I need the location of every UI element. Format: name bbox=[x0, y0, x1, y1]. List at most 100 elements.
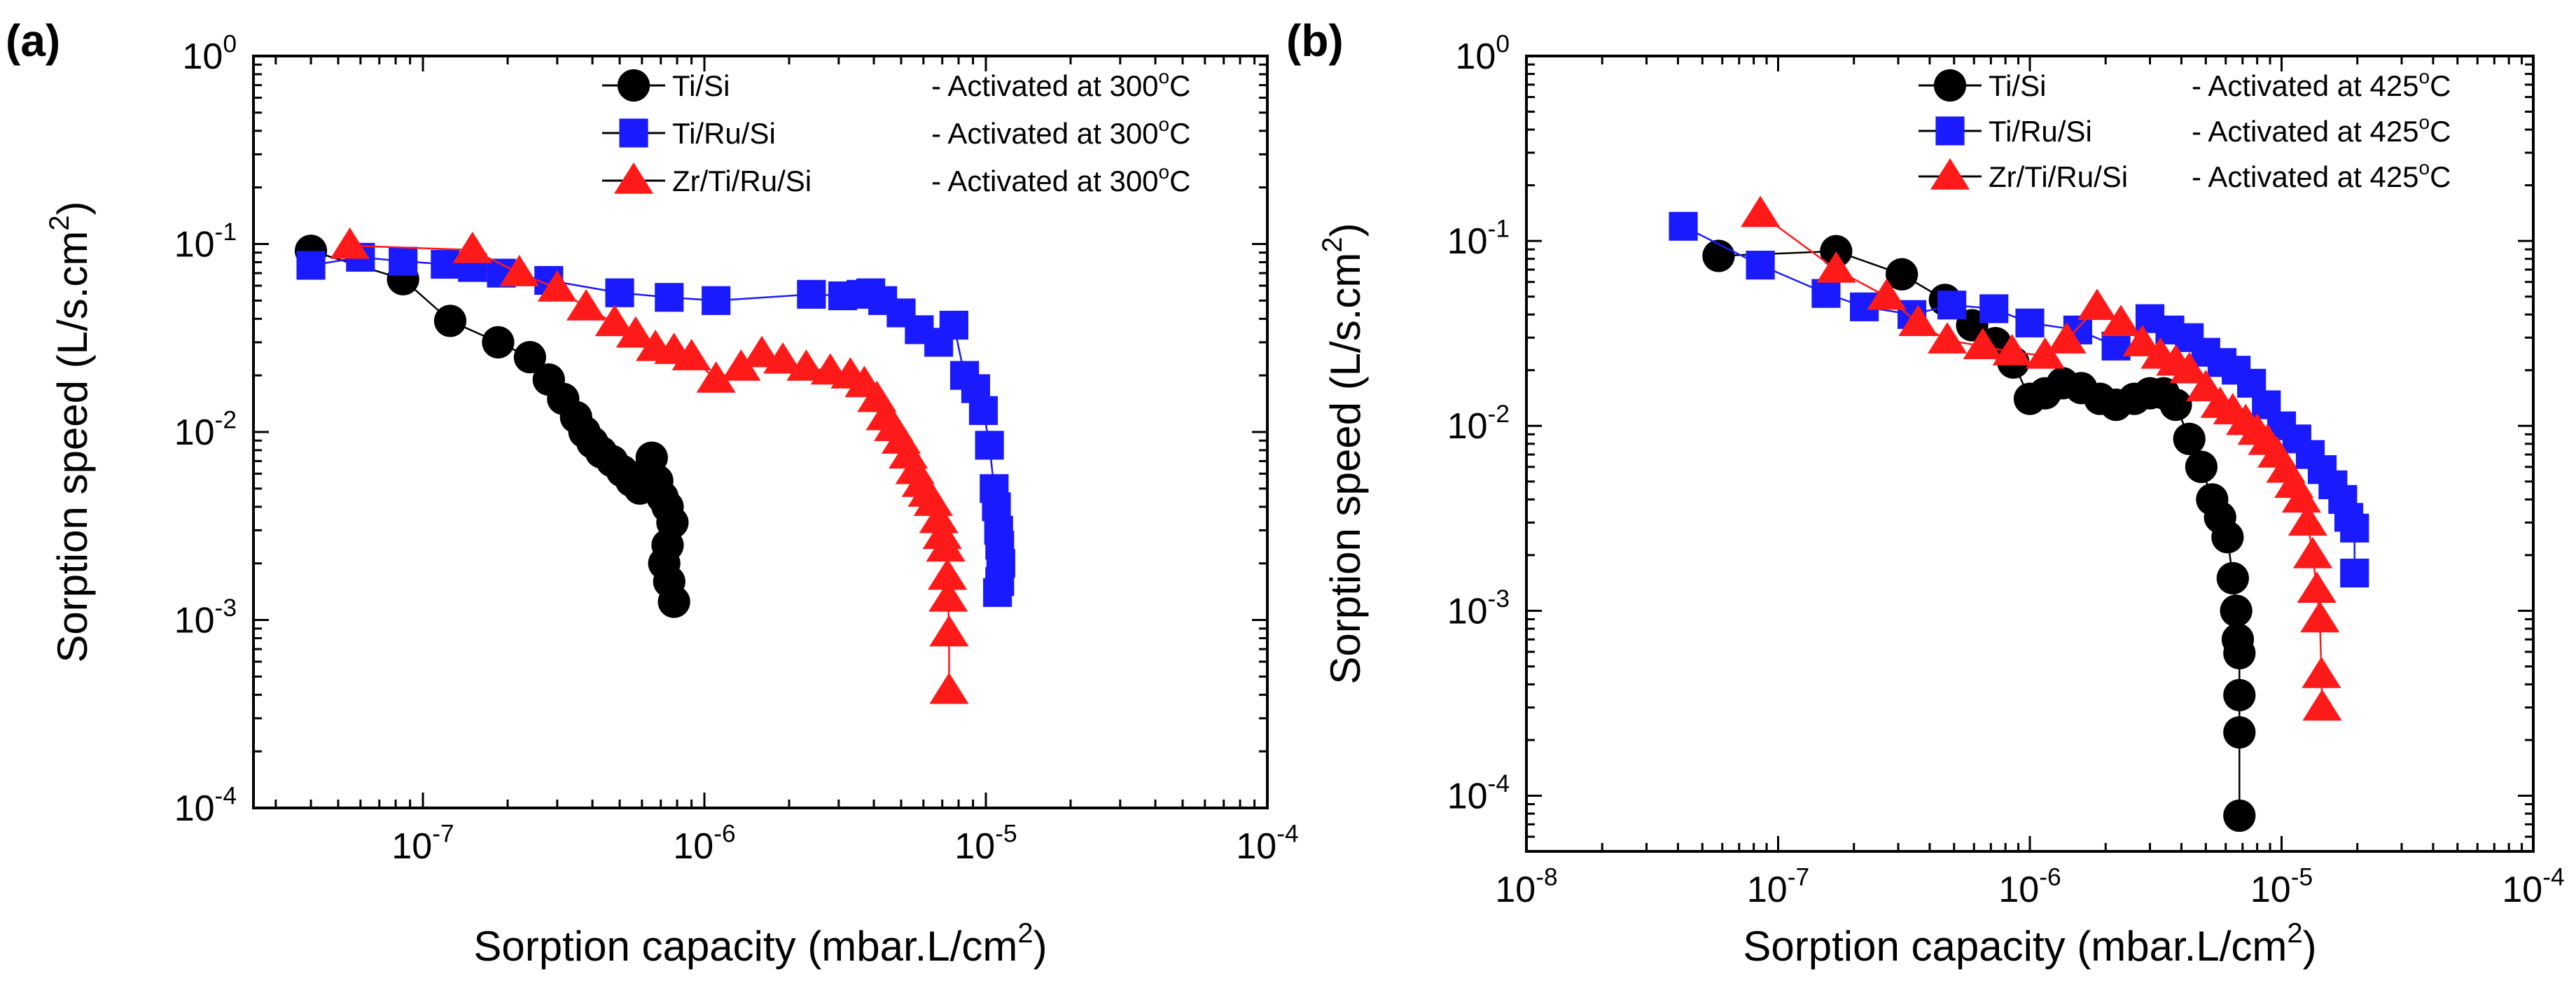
x-axis-title-main: Sorption capacity (mbar.L/cm bbox=[473, 923, 1017, 970]
x-tick-label: 10-5 bbox=[2250, 864, 2313, 910]
data-point bbox=[452, 231, 492, 263]
data-point bbox=[2185, 450, 2218, 483]
legend-unit: C bbox=[2430, 115, 2451, 148]
data-point bbox=[968, 396, 998, 425]
data-point bbox=[2223, 678, 2256, 711]
x-tick-label: 10-6 bbox=[673, 821, 735, 867]
data-point bbox=[2340, 558, 2369, 588]
data-point bbox=[763, 342, 803, 374]
x-tick-label: 10-7 bbox=[1747, 864, 1809, 910]
x-tick-label: 10-4 bbox=[2502, 864, 2564, 910]
data-point bbox=[615, 316, 656, 348]
data-point bbox=[655, 283, 684, 312]
y-tick-label-exponent: -2 bbox=[215, 407, 237, 434]
data-point bbox=[927, 558, 968, 590]
panel-a: (a) 10-7 10-6 10-5 10-410010-110-210-310-4S… bbox=[6, 15, 1299, 970]
y-axis-title-sup: 2 bbox=[1317, 237, 1348, 252]
legend-degree: o bbox=[2419, 111, 2430, 133]
x-axis-title-end: ) bbox=[1033, 923, 1047, 970]
x-axis-title-main: Sorption capacity (mbar.L/cm bbox=[1743, 923, 2287, 970]
x-tick-label: 10-6 bbox=[1998, 864, 2061, 910]
data-point bbox=[2025, 337, 2065, 369]
series-zr-ti-ru-si bbox=[330, 227, 969, 704]
y-tick-label: 10-1 bbox=[174, 218, 237, 265]
y-tick-label-exponent: 0 bbox=[223, 31, 237, 58]
legend-marker bbox=[1933, 69, 1967, 102]
y-tick-label: 10-1 bbox=[1447, 216, 1510, 262]
legend-note-text: - Activated at 425 bbox=[2192, 115, 2419, 148]
y-tick-label: 10-4 bbox=[1447, 770, 1510, 816]
panel-b: (b) 10-8 10-7 10-6 10-5 10-410010-110-210-31… bbox=[1286, 15, 2565, 970]
data-point bbox=[513, 341, 546, 374]
x-tick-label-exponent: -7 bbox=[1788, 864, 1809, 891]
y-tick-label-exponent: -4 bbox=[215, 783, 237, 810]
y-tick-label: 10-4 bbox=[174, 783, 237, 829]
data-point bbox=[2223, 799, 2256, 832]
data-point bbox=[1979, 294, 2009, 323]
y-tick-label-exponent: -1 bbox=[215, 218, 237, 246]
data-point bbox=[983, 578, 1012, 607]
data-point bbox=[913, 484, 953, 516]
legend-unit: C bbox=[1169, 117, 1190, 150]
legend-activation-note: - Activated at 425oC bbox=[2192, 157, 2451, 193]
x-axis-title-end: ) bbox=[2303, 923, 2317, 970]
data-point bbox=[1816, 251, 1856, 283]
data-point bbox=[929, 615, 969, 647]
legend-degree: o bbox=[2419, 66, 2430, 88]
data-point bbox=[296, 251, 326, 280]
legend-series-name: Zr/Ti/Ru/Si bbox=[1989, 160, 2128, 193]
legend-degree: o bbox=[2419, 157, 2430, 179]
data-point bbox=[2223, 636, 2256, 669]
data-point bbox=[2288, 504, 2327, 536]
legend-unit: C bbox=[2430, 160, 2451, 193]
y-axis-title-main: Sorption speed (L/s.cm bbox=[1322, 253, 1369, 685]
legend-activation-note: - Activated at 300oC bbox=[931, 161, 1190, 197]
series-zr-ti-ru-si bbox=[1741, 195, 2342, 721]
data-point bbox=[1992, 334, 2032, 365]
legend-activation-note: - Activated at 300oC bbox=[931, 66, 1190, 102]
data-point bbox=[2292, 536, 2333, 569]
x-tick-label-exponent: -8 bbox=[1536, 864, 1557, 891]
data-point bbox=[566, 289, 606, 321]
data-point bbox=[696, 361, 736, 393]
legend-note-text: - Activated at 425 bbox=[2192, 160, 2419, 193]
data-point bbox=[1937, 291, 1967, 320]
data-point bbox=[2047, 322, 2087, 354]
legend-series-name: Zr/Ti/Ru/Si bbox=[672, 165, 812, 197]
data-point bbox=[975, 431, 1004, 460]
y-tick-label-base: 10 bbox=[174, 601, 215, 641]
data-point bbox=[928, 580, 968, 612]
data-point bbox=[605, 278, 634, 307]
data-point bbox=[2159, 389, 2192, 421]
data-point bbox=[482, 326, 515, 358]
legend-marker bbox=[1935, 116, 1965, 146]
legend-note-text: - Activated at 425 bbox=[2192, 69, 2419, 102]
legend-unit: C bbox=[1169, 69, 1190, 102]
data-point bbox=[330, 227, 370, 259]
y-tick-label: 100 bbox=[182, 31, 237, 77]
legend-activation-note: - Activated at 300oC bbox=[931, 113, 1190, 150]
y-tick-label-base: 10 bbox=[1455, 36, 1496, 77]
data-point bbox=[1669, 211, 1698, 241]
legend-note-text: - Activated at 300 bbox=[931, 117, 1159, 150]
data-point bbox=[2302, 656, 2341, 688]
axis-ticks bbox=[1525, 55, 2535, 853]
y-tick-label-exponent: -3 bbox=[215, 594, 237, 622]
data-point bbox=[499, 255, 539, 286]
y-tick-label-exponent: -2 bbox=[1488, 400, 1510, 428]
x-tick-label-base: 10 bbox=[1495, 870, 1536, 910]
data-point bbox=[431, 249, 460, 279]
data-point bbox=[1886, 258, 1919, 291]
x-axis-title: Sorption capacity (mbar.L/cm2) bbox=[1743, 918, 2316, 970]
y-tick-label: 100 bbox=[1455, 31, 1510, 77]
legend-series-name: Ti/Ru/Si bbox=[672, 117, 776, 150]
data-point bbox=[657, 585, 690, 618]
y-tick-label-base: 10 bbox=[182, 36, 223, 77]
x-tick-label: 10-7 bbox=[391, 821, 454, 867]
legend-note-text: - Activated at 300 bbox=[931, 165, 1159, 197]
legend-activation-note: - Activated at 425oC bbox=[2192, 111, 2451, 148]
data-point bbox=[2302, 689, 2342, 721]
legend-series-name: Ti/Ru/Si bbox=[1989, 115, 2092, 148]
